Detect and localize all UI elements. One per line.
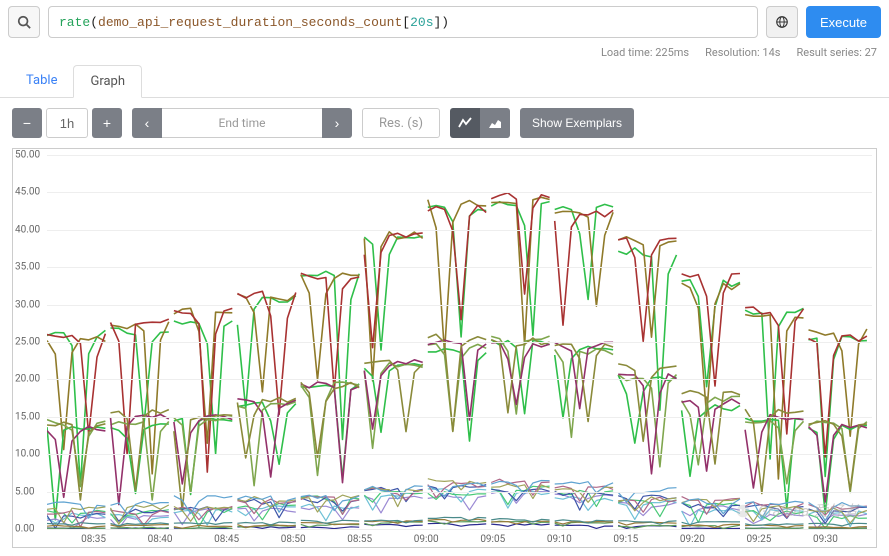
series-segment [301,504,359,520]
time-next-button[interactable]: › [322,108,352,138]
series-segment [237,522,295,525]
tab-graph[interactable]: Graph [73,65,142,98]
series-segment [491,491,549,508]
tab-table[interactable]: Table [10,65,73,97]
series-segment [555,496,613,510]
series-segment [364,236,422,350]
chart-type-group [450,108,510,138]
resolution-label: Resolution: 14s [705,46,780,59]
time-prev-button[interactable]: ‹ [132,108,162,138]
series-segment [809,514,867,528]
series-segment [618,375,676,467]
endtime-group: ‹ End time › [132,108,352,138]
load-time-label: Load time: 225ms [601,46,689,59]
range-increase-button[interactable]: + [92,108,122,138]
chart-plot[interactable]: Grafana 爱好者 0.005.0010.0015.0020.0025.00… [12,148,877,548]
series-segment [47,337,105,450]
line-chart-icon[interactable] [450,108,480,138]
stacked-chart-icon[interactable] [480,108,510,138]
series-segment [745,307,803,434]
series-segment [618,525,676,528]
series-segment [618,522,676,525]
series-segment [809,523,867,526]
series-segment [47,422,105,500]
series-segment [809,421,867,490]
series-segment [745,514,803,524]
globe-icon[interactable] [766,6,798,38]
series-segment [809,515,867,529]
query-meta: Load time: 225ms Resolution: 14s Result … [0,44,889,65]
chart-container: Grafana 爱好者 0.005.0010.0015.0020.0025.00… [0,148,889,556]
range-value[interactable]: 1h [46,108,88,138]
series-segment [491,524,549,526]
query-bar: rate(demo_api_request_duration_seconds_c… [0,0,889,44]
series-segment [237,503,295,519]
series-segment [428,205,486,319]
range-decrease-button[interactable]: − [12,108,42,138]
graph-toolbar: − 1h + ‹ End time › Res. (s) Show Exempl… [0,98,889,148]
series-segment [555,211,613,306]
query-input[interactable]: rate(demo_api_request_duration_seconds_c… [48,6,758,38]
resolution-input[interactable]: Res. (s) [362,108,440,138]
search-icon [8,6,40,38]
time-range-group: − 1h + [12,108,122,138]
execute-button[interactable]: Execute [806,6,881,38]
series-segment [555,204,613,299]
series-count-label: Result series: 27 [796,46,877,59]
series-segment [301,273,359,391]
endtime-input[interactable]: End time [162,108,322,138]
series-segment [428,523,486,526]
show-exemplars-button[interactable]: Show Exemplars [520,108,634,138]
view-tabs: Table Graph [0,65,889,98]
